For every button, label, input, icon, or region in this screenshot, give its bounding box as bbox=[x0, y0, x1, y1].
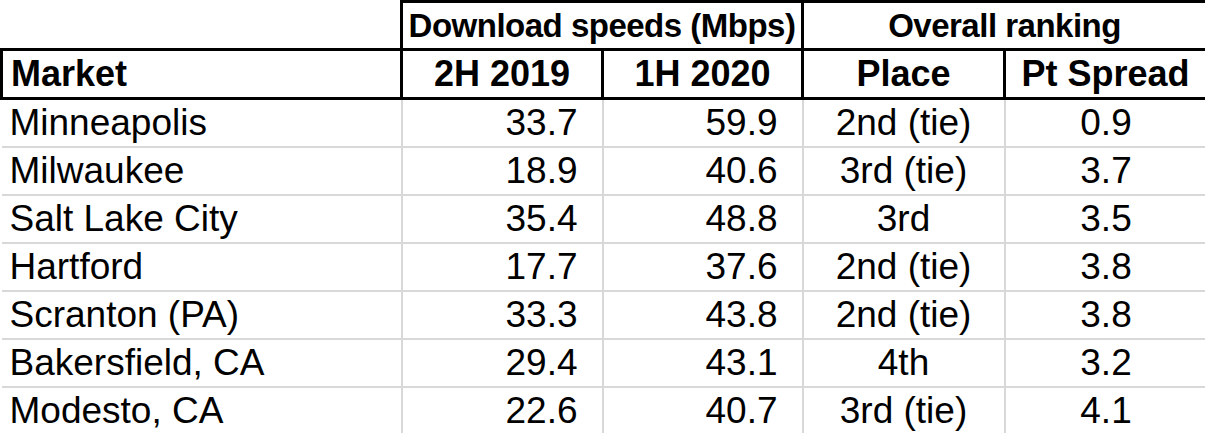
market-cell: Minneapolis bbox=[2, 99, 402, 147]
speed-2h2019-cell: 18.9 bbox=[402, 147, 603, 195]
table-row-milwaukee: Milwaukee 18.9 40.6 3rd (tie) 3.7 bbox=[2, 147, 1205, 195]
pt-spread-cell: 3.2 bbox=[1005, 339, 1205, 387]
market-cell: Milwaukee bbox=[2, 147, 402, 195]
market-cell: Salt Lake City bbox=[2, 195, 402, 243]
speed-1h2020-cell: 43.1 bbox=[603, 339, 803, 387]
place-cell: 2nd (tie) bbox=[803, 243, 1005, 291]
pt-spread-cell: 3.8 bbox=[1005, 291, 1205, 339]
corner-empty-cell bbox=[2, 2, 402, 50]
speed-1h2020-cell: 59.9 bbox=[603, 99, 803, 147]
table-row-hartford: Hartford 17.7 37.6 2nd (tie) 3.8 bbox=[2, 243, 1205, 291]
group-header-download-speeds: Download speeds (Mbps) bbox=[402, 2, 803, 50]
column-header-market: Market bbox=[2, 50, 402, 99]
speed-2h2019-cell: 33.7 bbox=[402, 99, 603, 147]
column-header-row: Market 2H 2019 1H 2020 Place Pt Spread bbox=[2, 50, 1205, 99]
speed-1h2020-cell: 37.6 bbox=[603, 243, 803, 291]
table-row-bakersfield: Bakersfield, CA 29.4 43.1 4th 3.2 bbox=[2, 339, 1205, 387]
speed-2h2019-cell: 22.6 bbox=[402, 387, 603, 433]
market-cell: Modesto, CA bbox=[2, 387, 402, 433]
pt-spread-cell: 3.5 bbox=[1005, 195, 1205, 243]
speed-1h2020-cell: 48.8 bbox=[603, 195, 803, 243]
column-header-place: Place bbox=[803, 50, 1005, 99]
place-cell: 2nd (tie) bbox=[803, 99, 1005, 147]
column-header-1h-2020: 1H 2020 bbox=[603, 50, 803, 99]
place-cell: 2nd (tie) bbox=[803, 291, 1005, 339]
table-row-modesto: Modesto, CA 22.6 40.7 3rd (tie) 4.1 bbox=[2, 387, 1205, 433]
speed-2h2019-cell: 33.3 bbox=[402, 291, 603, 339]
pt-spread-cell: 3.8 bbox=[1005, 243, 1205, 291]
table-row-minneapolis: Minneapolis 33.7 59.9 2nd (tie) 0.9 bbox=[2, 99, 1205, 147]
place-cell: 3rd (tie) bbox=[803, 147, 1005, 195]
place-cell: 3rd bbox=[803, 195, 1005, 243]
group-header-overall-ranking: Overall ranking bbox=[803, 2, 1205, 50]
speed-2h2019-cell: 17.7 bbox=[402, 243, 603, 291]
speed-1h2020-cell: 40.7 bbox=[603, 387, 803, 433]
column-header-2h-2019: 2H 2019 bbox=[402, 50, 603, 99]
speed-2h2019-cell: 29.4 bbox=[402, 339, 603, 387]
pt-spread-cell: 0.9 bbox=[1005, 99, 1205, 147]
place-cell: 3rd (tie) bbox=[803, 387, 1005, 433]
table-row-scranton: Scranton (PA) 33.3 43.8 2nd (tie) 3.8 bbox=[2, 291, 1205, 339]
speed-1h2020-cell: 40.6 bbox=[603, 147, 803, 195]
market-cell: Scranton (PA) bbox=[2, 291, 402, 339]
download-speeds-table: Download speeds (Mbps) Overall ranking M… bbox=[0, 0, 1205, 433]
table-row-salt-lake-city: Salt Lake City 35.4 48.8 3rd 3.5 bbox=[2, 195, 1205, 243]
pt-spread-cell: 3.7 bbox=[1005, 147, 1205, 195]
place-cell: 4th bbox=[803, 339, 1005, 387]
column-header-pt-spread: Pt Spread bbox=[1005, 50, 1205, 99]
market-cell: Bakersfield, CA bbox=[2, 339, 402, 387]
pt-spread-cell: 4.1 bbox=[1005, 387, 1205, 433]
market-cell: Hartford bbox=[2, 243, 402, 291]
speed-2h2019-cell: 35.4 bbox=[402, 195, 603, 243]
group-header-row: Download speeds (Mbps) Overall ranking bbox=[2, 2, 1205, 50]
speed-1h2020-cell: 43.8 bbox=[603, 291, 803, 339]
